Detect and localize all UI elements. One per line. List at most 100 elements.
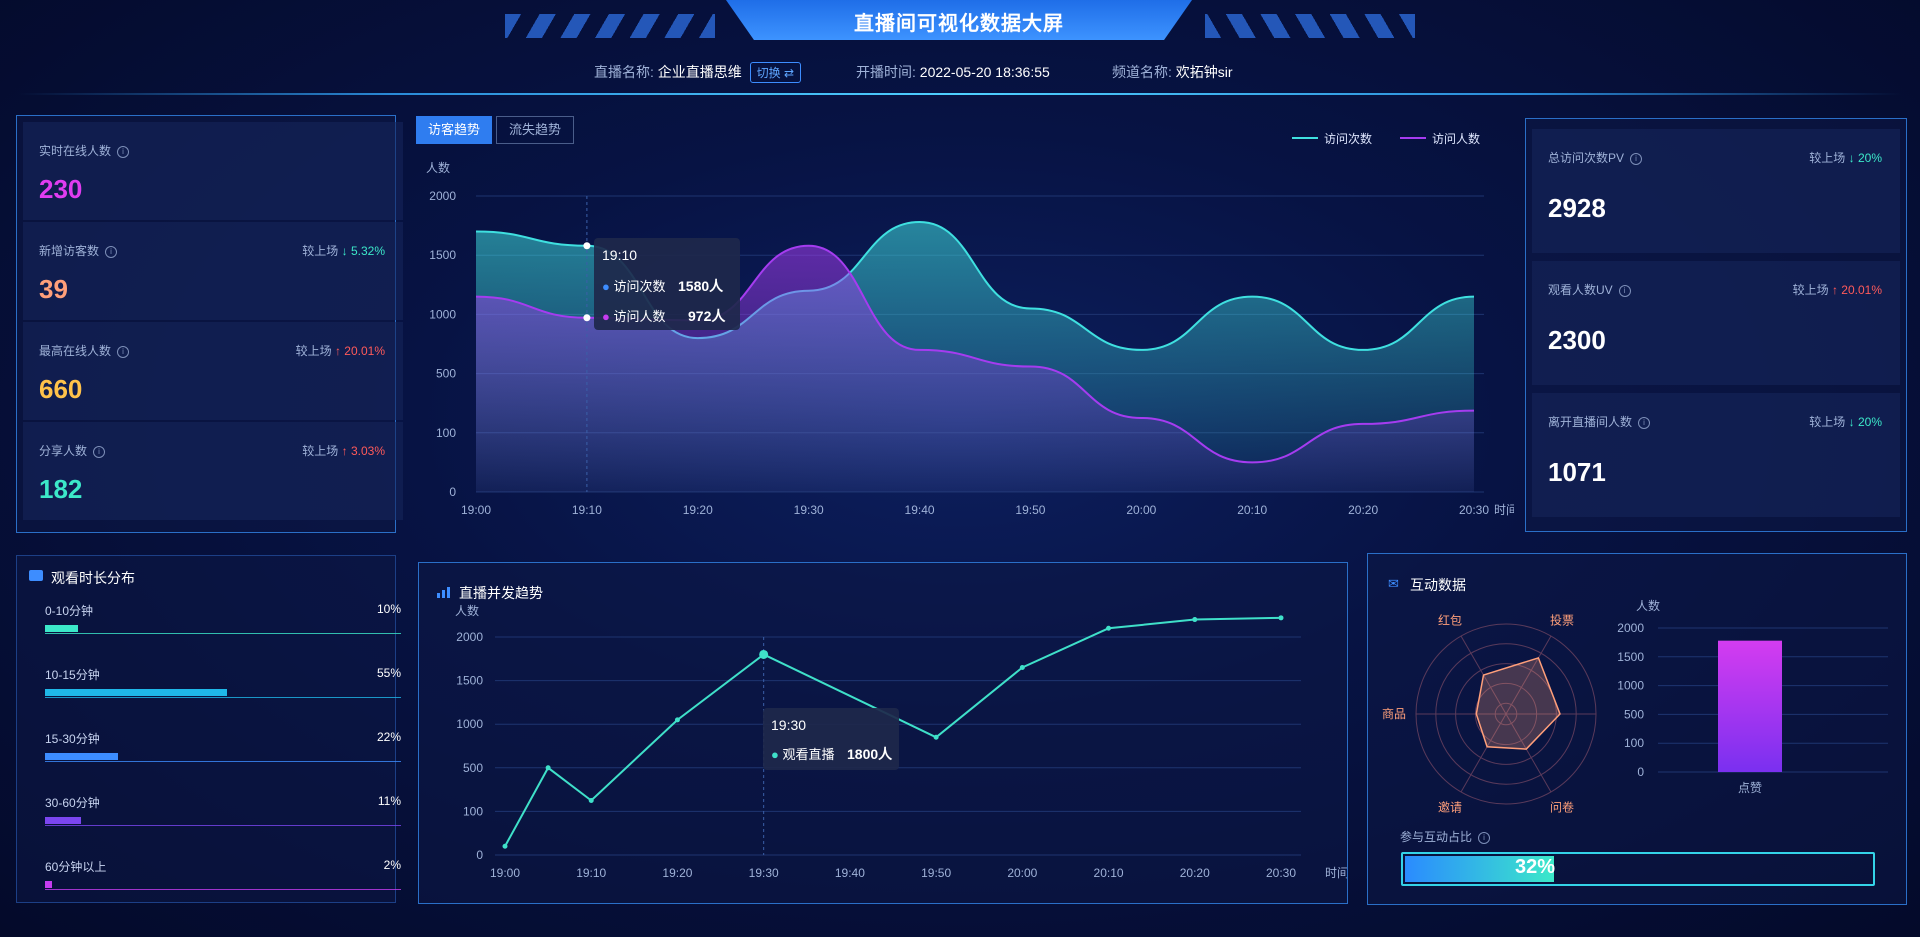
kpi-label: 离开直播间人数 i <box>1548 413 1651 430</box>
duration-title: 观看时长分布 <box>51 570 135 586</box>
likes-bar <box>1718 640 1782 772</box>
duration-bar <box>45 625 78 632</box>
x-tick-label: 19:40 <box>835 866 865 880</box>
radar-chart: 投票问答问卷邀请商品红包 <box>1382 612 1597 815</box>
y-tick-label: 1500 <box>456 674 483 688</box>
radar-label: 邀请 <box>1438 800 1462 815</box>
x-tick-label: 20:00 <box>1007 866 1037 880</box>
compare-value: 5.32% <box>350 244 385 258</box>
right-kpi-panel: 总访问次数PV i 较上场 ↓ 20% 2928 观看人数UV i 较上场 ↑ 20.01%… <box>1525 118 1907 532</box>
duration-row: 0-10分钟 10% <box>45 602 401 636</box>
tooltip-visitors-value: 972人 <box>688 308 726 324</box>
y-tick-label: 100 <box>436 426 456 440</box>
kpi-label: 观看人数UV i <box>1548 281 1631 298</box>
duration-bar <box>45 881 52 888</box>
info-icon[interactable]: i <box>117 346 130 358</box>
compare-value: 3.03% <box>350 444 385 458</box>
channel-info: 频道名称: 欢拓钟sir <box>1112 62 1233 82</box>
data-point <box>674 717 680 723</box>
trend-down-icon: ↓ <box>1848 415 1855 429</box>
info-icon[interactable]: i <box>93 446 106 458</box>
header-divider <box>18 93 1902 95</box>
x-tick-label: 19:00 <box>461 503 491 517</box>
page-title: 直播间可视化数据大屏 <box>854 13 1064 35</box>
x-tick-label: 20:00 <box>1126 503 1156 517</box>
tab-loss-trend[interactable]: 流失趋势 <box>496 116 575 144</box>
legend-visitors: 访问人数 <box>1400 130 1480 147</box>
compare-value: 20.01% <box>1841 283 1882 297</box>
compare-label: 较上场 <box>1809 151 1846 165</box>
data-point <box>759 649 769 659</box>
x-tick-label: 点赞 <box>1738 781 1762 795</box>
conc-tooltip-time: 19:30 <box>771 717 807 733</box>
y-axis-label: 人数 <box>426 160 450 175</box>
info-icon[interactable]: i <box>1618 285 1631 297</box>
y-axis-label: 人数 <box>1636 598 1660 613</box>
x-tick-label: 19:10 <box>576 866 606 880</box>
x-tick-label: 20:20 <box>1180 866 1210 880</box>
radar-label: 投票 <box>1550 612 1574 627</box>
trend-down-icon: ↓ <box>341 244 348 258</box>
duration-row: 60分钟以上 2% <box>45 858 401 892</box>
y-tick-label: 100 <box>463 804 483 818</box>
conc-tooltip-row: ● 观看直播 <box>771 744 835 763</box>
info-icon[interactable]: i <box>105 246 118 258</box>
data-point <box>502 843 508 849</box>
concurrency-title: 直播并发趋势 <box>459 585 543 601</box>
kpi-label: 分享人数 i <box>39 442 106 459</box>
info-icon[interactable]: i <box>117 146 130 158</box>
data-point <box>1106 625 1112 631</box>
duration-bar <box>45 753 118 760</box>
y-tick-label: 1500 <box>1617 650 1644 664</box>
data-point <box>588 798 594 803</box>
duration-line <box>45 697 401 698</box>
start-time-label: 开播时间: <box>856 64 916 80</box>
duration-bar <box>45 817 82 824</box>
tab-visitor-trend[interactable]: 访客趋势 <box>416 116 493 144</box>
kpi-value: 660 <box>39 374 83 404</box>
live-name-label: 直播名称: <box>594 64 654 80</box>
kpi-compare: 较上场 ↓ 20% <box>1809 413 1882 430</box>
x-tick-label: 19:20 <box>683 503 713 517</box>
kpi-card: 观看人数UV i 较上场 ↑ 20.01% 2300 <box>1532 261 1900 385</box>
duration-line <box>45 889 401 890</box>
series-line <box>504 616 1282 847</box>
info-icon[interactable]: i <box>1638 417 1651 429</box>
info-icon[interactable]: i <box>1630 153 1643 165</box>
visitor-tooltip: 19:10 ● 访问次数 1580人 ● 访问人数 972人 <box>594 238 740 330</box>
kpi-value: 2300 <box>1548 325 1606 355</box>
tooltip-visits-value: 1580人 <box>678 278 724 294</box>
bar-chart-icon <box>437 585 451 598</box>
y-tick-label: 500 <box>463 761 483 775</box>
switch-button[interactable]: 切换 ⇄ <box>749 62 802 83</box>
compare-label: 较上场 <box>1809 415 1846 429</box>
kpi-card: 实时在线人数 i 230 <box>23 122 403 220</box>
trend-down-icon: ↓ <box>1848 151 1855 165</box>
compare-label: 较上场 <box>1792 283 1829 297</box>
trend-up-icon: ↑ <box>1831 283 1838 297</box>
kpi-card: 离开直播间人数 i 较上场 ↓ 20% 1071 <box>1532 393 1900 517</box>
highlight-point <box>583 314 591 322</box>
tooltip-visitors-name: 访问人数 <box>613 309 666 324</box>
y-tick-label: 1000 <box>429 307 456 321</box>
y-tick-label: 1000 <box>1617 679 1644 693</box>
duration-label: 15-30分钟 <box>45 732 100 746</box>
conc-tooltip-value: 1800人 <box>847 746 893 762</box>
tooltip-time: 19:10 <box>602 247 638 263</box>
tooltip-dot: ● <box>602 279 610 294</box>
compare-label: 较上场 <box>302 244 339 258</box>
radar-area <box>1475 656 1561 750</box>
y-tick-label: 100 <box>1624 736 1644 750</box>
trend-up-icon: ↑ <box>334 344 341 358</box>
chat-icon: ✉ <box>1388 576 1399 591</box>
duration-line <box>45 633 401 634</box>
legend-visits-label: 访问次数 <box>1324 132 1373 146</box>
compare-value: 20.01% <box>344 344 385 358</box>
tooltip-row-visitors: ● 访问人数 <box>602 306 666 325</box>
channel-label: 频道名称: <box>1112 64 1172 80</box>
participation-bar: 32% <box>1401 852 1875 886</box>
info-icon[interactable]: i <box>1478 832 1491 844</box>
header-stripes-right <box>1205 14 1415 38</box>
